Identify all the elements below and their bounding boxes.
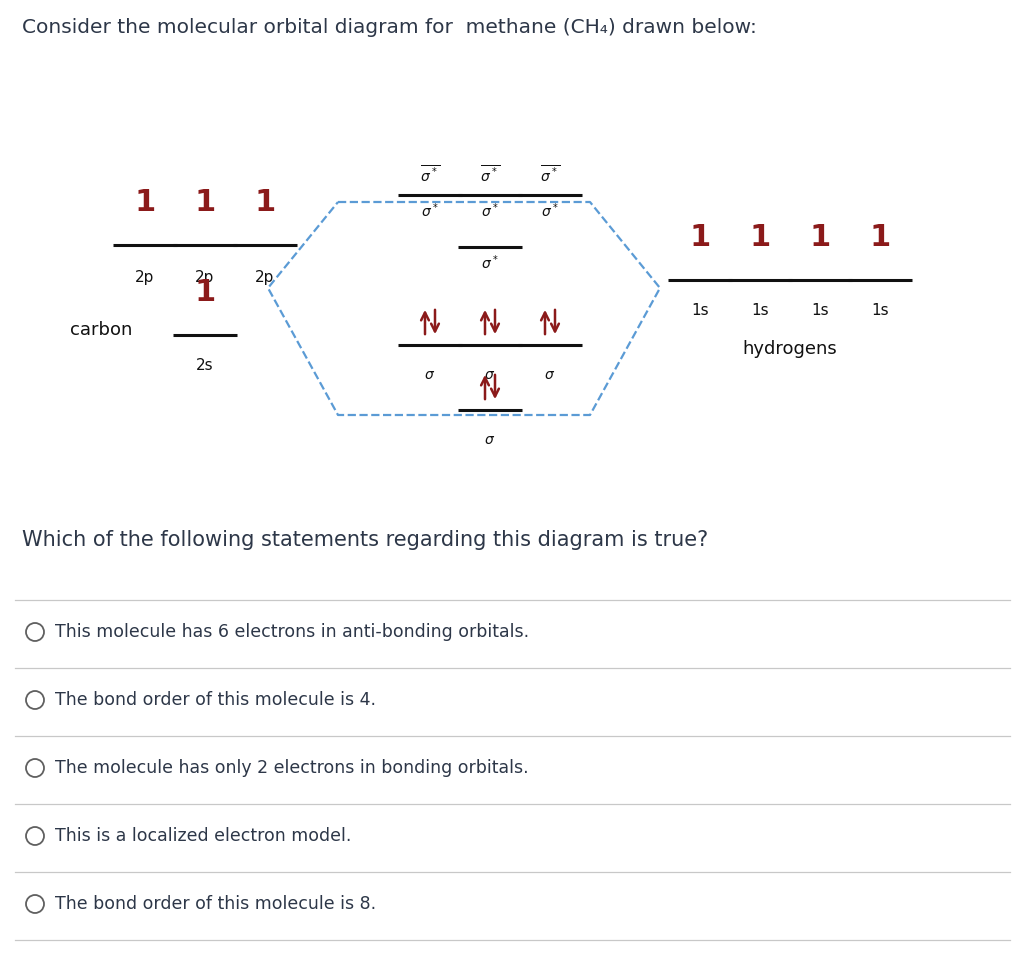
Text: The bond order of this molecule is 4.: The bond order of this molecule is 4. (55, 691, 376, 709)
Text: The bond order of this molecule is 8.: The bond order of this molecule is 8. (55, 895, 376, 913)
Text: 2p: 2p (135, 270, 155, 285)
Text: 1: 1 (134, 188, 156, 217)
Text: Consider the molecular orbital diagram for  methane (CH₄) drawn below:: Consider the molecular orbital diagram f… (22, 18, 757, 37)
Text: 2p: 2p (255, 270, 274, 285)
Text: 1: 1 (689, 223, 711, 252)
Text: $\sigma$: $\sigma$ (484, 368, 496, 382)
Text: $\sigma^*$: $\sigma^*$ (421, 201, 439, 220)
Text: carbon: carbon (70, 321, 132, 339)
Text: $\sigma^*$: $\sigma^*$ (541, 201, 559, 220)
Text: This is a localized electron model.: This is a localized electron model. (55, 827, 351, 845)
Text: 1: 1 (195, 188, 216, 217)
Text: $\sigma$: $\sigma$ (484, 433, 496, 447)
Text: 2p: 2p (196, 270, 215, 285)
Text: 1: 1 (195, 278, 216, 307)
Text: $\sigma^*$: $\sigma^*$ (481, 253, 499, 272)
Text: $\overline{\sigma^*}$: $\overline{\sigma^*}$ (540, 164, 560, 185)
Text: 1: 1 (869, 223, 891, 252)
Text: 1s: 1s (811, 303, 828, 318)
Text: 1: 1 (809, 223, 830, 252)
Text: 1s: 1s (691, 303, 709, 318)
Text: This molecule has 6 electrons in anti-bonding orbitals.: This molecule has 6 electrons in anti-bo… (55, 623, 529, 641)
Text: $\sigma$: $\sigma$ (545, 368, 556, 382)
Text: 1s: 1s (752, 303, 769, 318)
Text: 1: 1 (254, 188, 275, 217)
Text: The molecule has only 2 electrons in bonding orbitals.: The molecule has only 2 electrons in bon… (55, 759, 528, 777)
Text: $\sigma$: $\sigma$ (424, 368, 435, 382)
Text: 1s: 1s (871, 303, 889, 318)
Text: hydrogens: hydrogens (742, 340, 838, 358)
Text: Which of the following statements regarding this diagram is true?: Which of the following statements regard… (22, 530, 709, 550)
Text: 2s: 2s (197, 358, 214, 373)
Text: $\overline{\sigma^*}$: $\overline{\sigma^*}$ (420, 164, 440, 185)
Text: $\sigma^*$: $\sigma^*$ (481, 201, 499, 220)
Text: $\overline{\sigma^*}$: $\overline{\sigma^*}$ (480, 164, 501, 185)
Text: 1: 1 (750, 223, 771, 252)
